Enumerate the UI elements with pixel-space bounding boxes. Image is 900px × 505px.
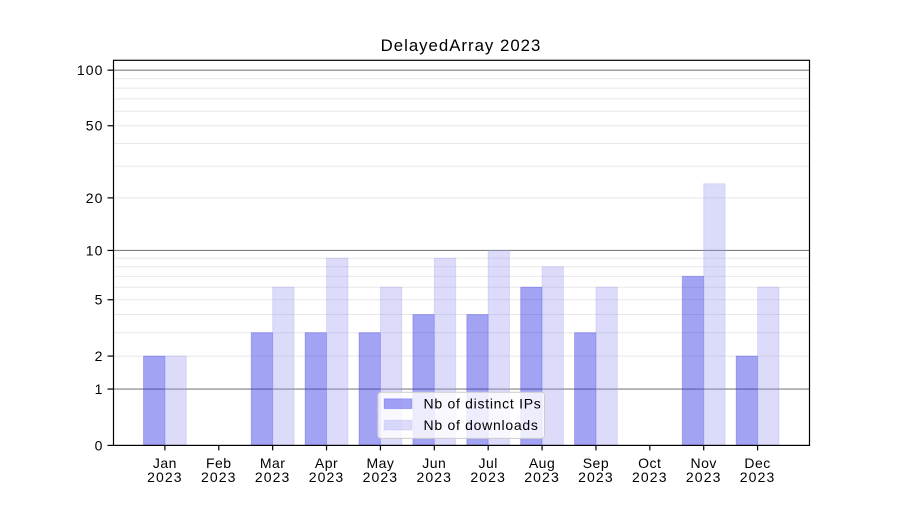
svg-text:2023: 2023 bbox=[255, 469, 291, 485]
svg-text:Sep: Sep bbox=[583, 455, 609, 471]
svg-text:20: 20 bbox=[86, 190, 104, 206]
svg-text:5: 5 bbox=[95, 292, 104, 308]
svg-text:50: 50 bbox=[86, 118, 104, 134]
svg-text:Nb of downloads: Nb of downloads bbox=[424, 417, 539, 433]
svg-text:Aug: Aug bbox=[529, 455, 555, 471]
svg-text:Jan: Jan bbox=[153, 455, 177, 471]
svg-text:2023: 2023 bbox=[147, 469, 183, 485]
svg-text:0: 0 bbox=[95, 437, 104, 453]
svg-text:Oct: Oct bbox=[638, 455, 661, 471]
svg-text:2023: 2023 bbox=[363, 469, 399, 485]
svg-text:Dec: Dec bbox=[744, 455, 770, 471]
svg-text:May: May bbox=[366, 455, 394, 471]
svg-text:2023: 2023 bbox=[201, 469, 237, 485]
svg-text:2023: 2023 bbox=[686, 469, 722, 485]
svg-text:2023: 2023 bbox=[740, 469, 776, 485]
svg-text:2: 2 bbox=[95, 348, 104, 364]
svg-text:2023: 2023 bbox=[578, 469, 614, 485]
svg-text:2023: 2023 bbox=[524, 469, 560, 485]
svg-text:1: 1 bbox=[95, 381, 104, 397]
svg-text:10: 10 bbox=[86, 242, 104, 258]
svg-text:Nov: Nov bbox=[690, 455, 716, 471]
svg-text:2023: 2023 bbox=[309, 469, 345, 485]
svg-text:DelayedArray 2023: DelayedArray 2023 bbox=[381, 36, 542, 55]
svg-text:2023: 2023 bbox=[470, 469, 506, 485]
svg-text:Jul: Jul bbox=[478, 455, 497, 471]
svg-text:Jun: Jun bbox=[422, 455, 446, 471]
svg-text:2023: 2023 bbox=[417, 469, 453, 485]
svg-text:Apr: Apr bbox=[315, 455, 338, 471]
svg-text:Mar: Mar bbox=[260, 455, 286, 471]
svg-text:100: 100 bbox=[77, 62, 104, 78]
svg-text:Feb: Feb bbox=[206, 455, 232, 471]
svg-text:2023: 2023 bbox=[632, 469, 668, 485]
svg-text:Nb of distinct IPs: Nb of distinct IPs bbox=[424, 396, 542, 412]
